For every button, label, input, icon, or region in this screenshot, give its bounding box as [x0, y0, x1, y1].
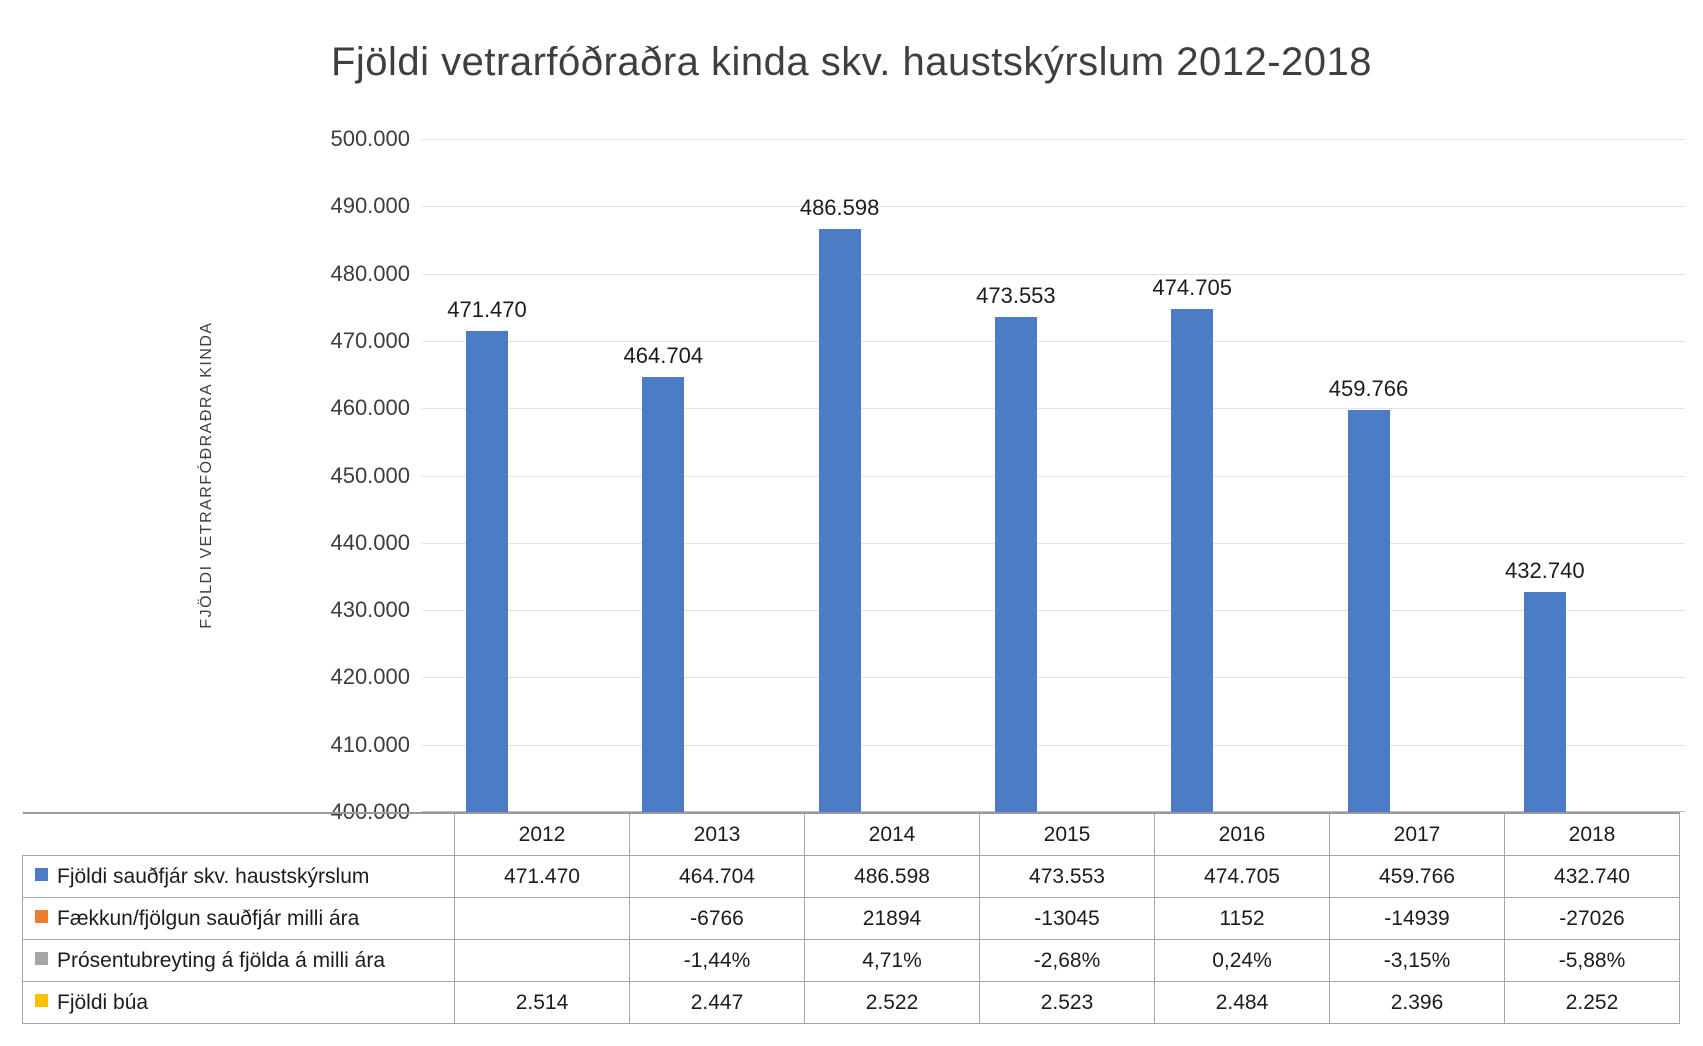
- y-axis-tick: 460.000: [330, 395, 410, 421]
- y-axis-tick: 480.000: [330, 260, 410, 286]
- gridline: [422, 273, 1685, 275]
- row-label-cell: Fjöldi sauðfjár skv. haustskýrslum: [22, 855, 455, 898]
- y-axis-tick: 490.000: [330, 193, 410, 219]
- bar-2015: [994, 316, 1037, 812]
- bar-2018: [1523, 591, 1566, 812]
- bar-2017: [1347, 409, 1390, 812]
- year-cell: 2017: [1329, 812, 1505, 856]
- value-cell: 471.470: [454, 855, 630, 898]
- gridline: [422, 610, 1685, 612]
- table-row-yearly-change: Fækkun/fjölgun sauðfjár milli ára -6766 …: [22, 897, 1680, 940]
- value-cell: [454, 897, 630, 940]
- y-axis-title: FJÖLDI VETRARFÓÐRAÐRA KINDA: [198, 321, 215, 629]
- legend-swatch-gray-icon: [35, 952, 48, 966]
- value-cell: 2.396: [1329, 981, 1505, 1024]
- table-row-sheep-count: Fjöldi sauðfjár skv. haustskýrslum 471.4…: [22, 855, 1680, 898]
- value-cell: -3,15%: [1329, 939, 1505, 982]
- bar-value-label: 464.704: [623, 342, 704, 368]
- value-cell: [454, 939, 630, 982]
- row-label: Fækkun/fjölgun sauðfjár milli ára: [57, 906, 360, 930]
- value-cell: -27026: [1504, 897, 1680, 940]
- value-cell: 464.704: [629, 855, 805, 898]
- data-table: 2012 2013 2014 2015 2016 2017 2018 Fjöld…: [22, 812, 1680, 1024]
- year-cell: 2014: [804, 812, 980, 856]
- year-cell: 2012: [454, 812, 630, 856]
- gridline: [422, 206, 1685, 208]
- y-axis-tick: 420.000: [330, 664, 410, 690]
- value-cell: -5,88%: [1504, 939, 1680, 982]
- y-axis-tick: 450.000: [330, 462, 410, 488]
- year-cell: 2013: [629, 812, 805, 856]
- bar-value-label: 486.598: [799, 195, 880, 221]
- row-label-cell: Prósentubreyting á fjölda á milli ára: [22, 939, 455, 982]
- value-cell: 432.740: [1504, 855, 1680, 898]
- value-cell: 2.447: [629, 981, 805, 1024]
- gridline: [422, 340, 1685, 342]
- row-label-cell: Fjöldi búa: [22, 981, 455, 1024]
- value-cell: 2.522: [804, 981, 980, 1024]
- row-label-cell: Fækkun/fjölgun sauðfjár milli ára: [22, 897, 455, 940]
- value-cell: 474.705: [1154, 855, 1330, 898]
- y-axis-tick: 440.000: [330, 529, 410, 555]
- table-row-farm-count: Fjöldi búa 2.514 2.447 2.522 2.523 2.484…: [22, 981, 1680, 1024]
- bar-value-label: 471.470: [447, 297, 527, 322]
- y-axis-tick: 410.000: [330, 731, 410, 757]
- row-label: Prósentubreyting á fjölda á milli ára: [57, 948, 386, 972]
- value-cell: 2.523: [979, 981, 1155, 1024]
- legend-swatch-orange-icon: [35, 910, 48, 924]
- row-label: Fjöldi búa: [57, 990, 149, 1014]
- bar-2013: [642, 376, 685, 812]
- value-cell: 1152: [1154, 897, 1330, 940]
- value-cell: 473.553: [979, 855, 1155, 898]
- value-cell: 459.766: [1329, 855, 1505, 898]
- bar-2014: [818, 229, 861, 812]
- table-year-header-row: 2012 2013 2014 2015 2016 2017 2018: [22, 812, 1680, 856]
- value-cell: -2,68%: [979, 939, 1155, 982]
- year-cell: 2016: [1154, 812, 1330, 856]
- legend-swatch-blue-icon: [35, 868, 48, 882]
- year-cell: 2018: [1504, 812, 1680, 856]
- value-cell: -1,44%: [629, 939, 805, 982]
- table-corner-cell: [22, 812, 455, 856]
- value-cell: -13045: [979, 897, 1155, 940]
- bar-value-label: 432.740: [1505, 557, 1585, 583]
- value-cell: 4,71%: [804, 939, 980, 982]
- bar-value-label: 459.766: [1328, 375, 1409, 401]
- value-cell: -6766: [629, 897, 805, 940]
- value-cell: -14939: [1329, 897, 1505, 940]
- chart-title: Fjöldi vetrarfóðraðra kinda skv. haustsk…: [330, 40, 1373, 84]
- table-row-percent-change: Prósentubreyting á fjölda á milli ára -1…: [22, 939, 1680, 982]
- gridline: [422, 677, 1685, 679]
- value-cell: 486.598: [804, 855, 980, 898]
- row-label: Fjöldi sauðfjár skv. haustskýrslum: [57, 864, 370, 888]
- bar-value-label: 473.553: [976, 282, 1056, 308]
- y-axis-tick: 500.000: [330, 126, 410, 151]
- x-axis-line: [422, 811, 1685, 812]
- value-cell: 0,24%: [1154, 939, 1330, 982]
- value-cell: 2.514: [454, 981, 630, 1024]
- gridline: [422, 408, 1685, 410]
- y-axis-tick: 430.000: [330, 597, 410, 623]
- value-cell: 21894: [804, 897, 980, 940]
- gridline: [422, 475, 1685, 477]
- year-cell: 2015: [979, 812, 1155, 856]
- value-cell: 2.484: [1154, 981, 1330, 1024]
- legend-swatch-yellow-icon: [35, 994, 48, 1008]
- value-cell: 2.252: [1504, 981, 1680, 1024]
- y-axis-tick: 470.000: [330, 327, 410, 353]
- gridline: [422, 744, 1685, 746]
- bar-2012: [466, 331, 508, 812]
- bar-value-label: 474.705: [1152, 275, 1232, 301]
- gridline: [422, 139, 1685, 140]
- bar-2016: [1171, 309, 1214, 812]
- gridline: [422, 542, 1685, 544]
